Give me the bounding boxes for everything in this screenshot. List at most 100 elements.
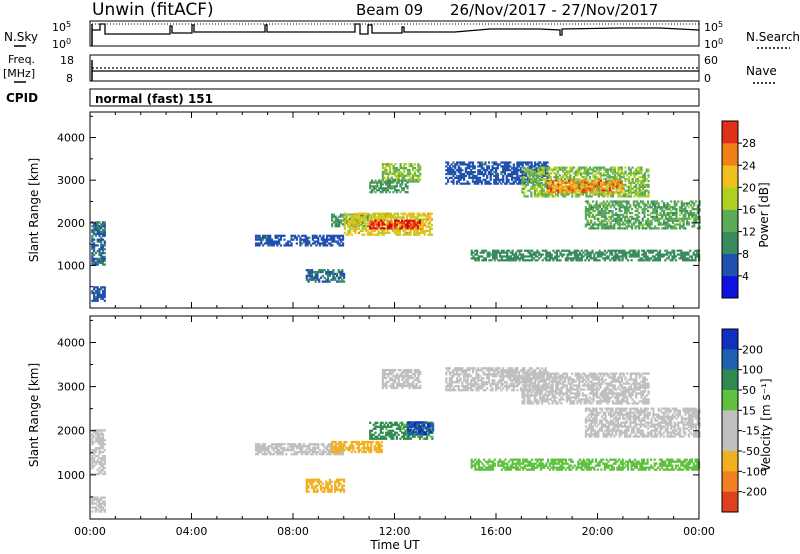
data-cell (518, 176, 521, 179)
data-cell (423, 431, 426, 434)
data-cell (569, 168, 572, 171)
data-cell (609, 210, 612, 213)
data-cell (587, 183, 590, 186)
data-cell (671, 217, 675, 220)
data-cell (569, 181, 572, 185)
data-cell (394, 174, 397, 177)
data-cell (454, 385, 457, 388)
data-cell (535, 169, 539, 172)
data-cell (620, 195, 624, 198)
data-cell (267, 447, 270, 450)
data-cell (569, 179, 572, 183)
data-cell (331, 236, 334, 239)
data-cell (369, 187, 372, 190)
data-cell (334, 240, 338, 243)
data-cell (591, 179, 594, 182)
data-cell (318, 242, 322, 245)
data-cell (103, 472, 106, 476)
data-cell (101, 234, 105, 237)
data-cell (369, 221, 372, 224)
station-title: Unwin (fitACF) (92, 0, 214, 20)
data-cell (290, 244, 293, 247)
data-cell (680, 208, 683, 211)
data-cell (272, 447, 275, 450)
data-cell (488, 253, 491, 256)
data-cell (383, 168, 386, 172)
data-cell (406, 221, 409, 224)
data-cell (571, 191, 574, 194)
data-cell (662, 204, 666, 207)
data-cell (331, 440, 334, 444)
data-cell (429, 435, 432, 438)
data-cell (423, 423, 426, 426)
data-cell (385, 382, 388, 386)
data-cell (648, 251, 651, 254)
data-cell (299, 443, 302, 446)
data-cell (457, 178, 460, 181)
data-cell (486, 169, 489, 172)
data-cell (629, 225, 632, 228)
data-cell (100, 286, 103, 289)
data-cell (498, 180, 501, 183)
data-cell (101, 225, 105, 228)
data-cell (383, 382, 386, 386)
data-cell (336, 242, 339, 245)
data-cell (373, 233, 377, 236)
data-cell (502, 174, 505, 178)
data-cell (315, 240, 318, 243)
data-cell (523, 195, 526, 198)
data-cell (397, 378, 400, 382)
data-cell (493, 161, 496, 164)
data-cell (356, 214, 359, 217)
data-cell (403, 165, 406, 168)
data-cell (636, 202, 639, 205)
data-cell (648, 219, 651, 222)
data-cell (100, 462, 103, 466)
data-cell (379, 227, 382, 230)
data-cell (401, 427, 404, 430)
data-cell (392, 435, 395, 438)
data-cell (98, 225, 101, 228)
data-cell (668, 208, 671, 211)
data-cell (553, 191, 557, 194)
data-cell (100, 236, 103, 239)
data-cell (405, 233, 409, 236)
data-cell (537, 168, 540, 171)
data-cell (305, 278, 308, 281)
data-cell (626, 259, 630, 262)
data-cell (419, 174, 422, 177)
data-cell (256, 449, 259, 452)
data-cell (537, 191, 540, 194)
data-cell (370, 444, 373, 448)
data-cell (678, 249, 681, 252)
data-cell (305, 490, 308, 493)
data-cell (399, 227, 402, 230)
data-cell (314, 478, 317, 481)
data-cell (413, 225, 416, 228)
data-cell (386, 225, 390, 228)
data-cell (390, 437, 393, 440)
data-cell (589, 255, 592, 258)
data-cell (417, 425, 421, 428)
data-cell (450, 385, 453, 388)
data-cell (418, 437, 422, 440)
data-cell (334, 223, 337, 226)
data-cell (263, 234, 266, 237)
data-cell (455, 161, 459, 164)
data-cell (580, 183, 583, 186)
data-cell (693, 204, 696, 207)
data-cell (390, 435, 393, 438)
data-cell (93, 460, 96, 464)
data-cell (546, 183, 549, 187)
data-cell (94, 462, 97, 466)
data-cell (577, 253, 580, 256)
data-cell (512, 176, 515, 179)
data-cell (318, 449, 322, 452)
data-cell (366, 212, 370, 215)
data-cell (505, 163, 508, 166)
data-cell (610, 193, 613, 196)
data-cell (304, 244, 307, 247)
data-cell (539, 161, 542, 164)
data-cell (381, 218, 384, 221)
data-cell (579, 168, 583, 171)
